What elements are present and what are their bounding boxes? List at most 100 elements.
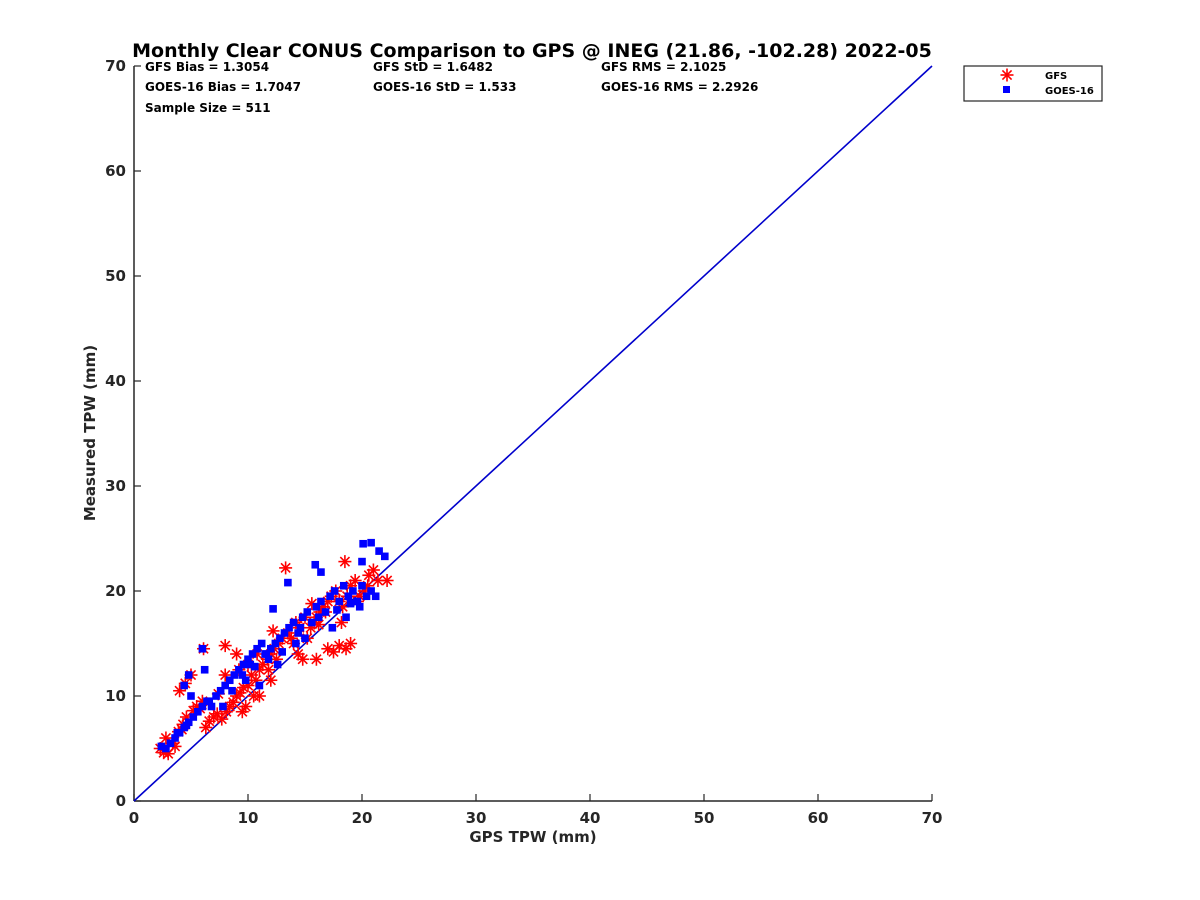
asterisk-stroke (212, 708, 223, 720)
goes-16-point (333, 606, 341, 614)
y-tick-label: 50 (105, 267, 126, 285)
goes-16-point (271, 639, 280, 648)
goes-16-point (205, 697, 214, 706)
y-ticks: 0 10 20 30 40 50 60 70 (105, 57, 141, 810)
y-axis-label: Measured TPW (mm) (81, 345, 99, 521)
x-tick-label: 70 (922, 809, 943, 827)
goes-16-point (219, 702, 227, 711)
asterisk-stroke (248, 690, 259, 702)
chart-title: Monthly Clear CONUS Comparison to GPS @ … (132, 40, 932, 62)
goes-16-point (285, 623, 293, 632)
goes-16-point (162, 744, 170, 753)
asterisk-stroke (322, 643, 333, 654)
goes-16-point (166, 739, 175, 748)
gfs-point (309, 652, 323, 666)
goes-16-point (346, 599, 355, 608)
goes-16-point (187, 692, 195, 700)
goes-16-point (238, 671, 247, 679)
goes-16-point (317, 597, 325, 606)
asterisk-stroke (311, 654, 322, 665)
goes-16-point (207, 702, 216, 711)
gfs-std-text: GFS StD = 1.6482 (373, 60, 493, 74)
goes-16-point (330, 587, 339, 595)
goes-16-point (296, 623, 305, 632)
gfs-point (338, 555, 352, 569)
legend-goes-16-marker (1003, 86, 1010, 93)
asterisk-stroke (265, 675, 276, 686)
gfs-point (239, 700, 253, 713)
goes-16-point (267, 644, 275, 653)
goes-16-point (278, 648, 286, 656)
gfs-point (279, 561, 293, 575)
goes-16-point (239, 660, 248, 669)
goes-16-point (358, 581, 366, 590)
gfs-point (159, 731, 173, 745)
goes-16-point (269, 605, 277, 613)
goes-16-point (367, 587, 375, 595)
gfs-bias-text: GFS Bias = 1.3054 (145, 60, 269, 74)
goes-16-point (228, 686, 236, 695)
asterisk-stroke (292, 648, 304, 660)
goes-16-point (342, 613, 350, 622)
gfs-point (296, 652, 310, 666)
goes-16-point (221, 681, 229, 690)
goes-16-point (189, 713, 198, 721)
goes-16-point (355, 602, 364, 611)
sample-size-text: Sample Size = 511 (145, 101, 271, 115)
goes-16-point (301, 634, 309, 643)
goes-16-point (194, 707, 202, 716)
goes-16-point (308, 618, 316, 627)
asterisk-stroke (240, 701, 251, 712)
asterisk-stroke (381, 575, 393, 586)
goes-16-point (381, 552, 389, 561)
goes-16-point (367, 538, 375, 547)
goes-16-point (230, 671, 239, 679)
goes-bias-text: GOES-16 Bias = 1.7047 (145, 80, 301, 94)
gfs-point (230, 647, 244, 661)
one-to-one-line (133, 65, 933, 802)
goes-16-point (326, 592, 334, 601)
goes-16-point (284, 578, 292, 587)
goes-rms-text: GOES-16 RMS = 2.2926 (601, 80, 758, 94)
x-tick-label: 30 (466, 809, 487, 827)
x-tick-label: 20 (352, 809, 373, 827)
x-tick-label: 0 (129, 809, 139, 827)
goes-16-point (248, 650, 257, 658)
goes-16-point (375, 547, 383, 555)
legend: GFS GOES-16 (963, 65, 1103, 102)
goes-16-point (171, 734, 179, 742)
asterisk-stroke (271, 654, 282, 665)
goes-16-point (312, 602, 321, 611)
goes-16-point (328, 623, 337, 632)
x-ticks: 0 10 20 30 40 50 60 70 (129, 794, 943, 827)
asterisk-stroke (339, 556, 351, 567)
goes-16-point (157, 742, 166, 751)
x-tick-label: 60 (808, 809, 829, 827)
gfs-point (321, 642, 335, 656)
goes-16-point (216, 686, 225, 695)
goes-16-point (276, 634, 284, 643)
asterisk-stroke (334, 640, 345, 651)
asterisk-stroke (267, 625, 279, 637)
goes-16-point (261, 650, 269, 658)
gfs-point (168, 739, 182, 753)
stats-annotations: GFS Bias = 1.3054 GFS StD = 1.6482 GFS R… (145, 60, 758, 115)
goes-16-point (311, 560, 320, 569)
goes-16-point (359, 539, 367, 548)
y-tick-label: 70 (105, 57, 126, 75)
asterisk-stroke (263, 664, 274, 675)
gfs-point (366, 563, 380, 577)
goes-16-point (303, 608, 312, 616)
legend-goes-label: GOES-16 (1045, 86, 1094, 97)
asterisk-stroke (169, 741, 181, 752)
x-tick-label: 40 (580, 809, 601, 827)
goes-16-point (182, 721, 191, 730)
goes-16-point (241, 676, 250, 685)
asterisk-stroke (1001, 69, 1013, 81)
asterisk-stroke (220, 640, 231, 651)
goes-16-point (255, 681, 264, 690)
goes-16-point (294, 629, 302, 637)
goes-16-point (200, 665, 209, 674)
